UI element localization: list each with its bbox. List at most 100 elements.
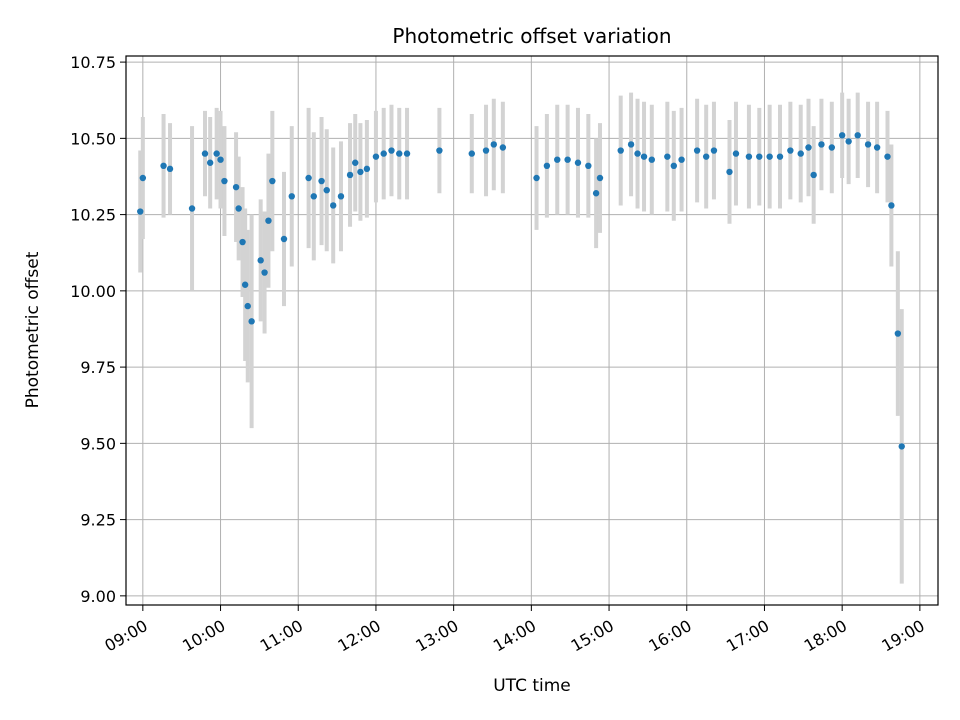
data-point [206,159,214,166]
data-point [221,177,228,185]
data-point [244,302,251,310]
data-point [482,147,490,154]
data-point [543,162,551,169]
data-point [201,150,209,157]
data-point [776,153,784,160]
data-point [396,150,403,157]
x-tick-label: 16:00 [645,616,694,656]
x-tick-label: 17:00 [723,616,772,656]
data-point [574,159,582,166]
data-point [805,144,812,151]
data-point [248,318,255,325]
y-tick-label: 9.75 [80,358,116,377]
x-tick-label: 15:00 [568,616,617,656]
data-point [232,183,240,191]
data-point [702,153,710,160]
data-point [797,150,804,157]
chart-title: Photometric offset variation [392,24,671,48]
data-point [323,187,330,194]
grid [126,56,938,605]
x-tick-label: 14:00 [490,616,539,656]
data-point [554,156,561,163]
data-point [160,162,167,169]
data-point [828,144,836,151]
data-point [864,141,872,148]
data-point [280,235,288,243]
y-tick-label: 10.50 [70,129,116,148]
data-point [372,153,380,160]
data-point [499,144,507,151]
data-point [166,165,174,173]
data-point [346,171,354,179]
data-point [261,269,268,276]
data-point [468,150,475,157]
data-point [318,177,325,185]
data-point [710,147,718,154]
data-point [726,168,733,176]
error-bars [138,92,904,584]
y-axis: 9.00 9.25 9.50 9.75 10.00 10.25 10.50 10.75 [70,53,126,606]
data-point [664,153,671,160]
data-point [363,165,371,173]
data-point [894,330,902,337]
data-point [436,147,443,154]
data-point [596,174,604,182]
data-point [898,443,905,450]
data-point [330,202,337,209]
data-point [818,141,825,148]
plot-frame [125,55,939,606]
y-tick-label: 9.50 [80,434,116,453]
data-point [310,193,317,200]
y-tick-label: 10.25 [70,206,116,225]
y-tick-label: 10.75 [70,53,116,72]
data-point [845,138,852,145]
y-axis-label: Photometric offset [23,251,43,408]
data-point [388,147,395,154]
data-point [213,150,220,157]
data-point [810,171,817,179]
data-point [640,153,648,160]
data-point [288,193,295,200]
data-point [564,156,571,163]
x-axis-label: UTC time [493,676,571,696]
data-point [732,150,740,157]
y-tick-label: 9.25 [80,511,116,530]
data-point [585,162,592,169]
data-point [337,193,345,200]
data-point [533,174,540,182]
data-point [693,147,701,154]
data-point [787,147,794,154]
data-point [217,156,224,163]
data-point [380,150,387,157]
x-tick-label: 13:00 [412,616,461,656]
data-point [490,141,497,148]
data-point [634,150,641,157]
x-tick-label: 19:00 [878,616,927,656]
data-point [627,141,635,148]
x-tick-label: 10:00 [179,616,228,656]
data-point [648,156,655,163]
data-point [766,153,773,160]
x-tick-label: 12:00 [335,616,384,656]
data-point [352,159,359,166]
x-tick-label: 09:00 [101,616,150,656]
data-point [257,257,264,264]
data-point [357,168,364,176]
x-tick-label: 11:00 [257,616,306,656]
data-point [241,281,249,288]
data-point [235,205,242,212]
data-point [137,208,144,215]
data-point [188,205,196,212]
data-point [617,147,624,154]
data-point [269,177,276,185]
data-point [305,174,312,182]
data-point [239,238,246,246]
data-point [678,156,685,163]
data-point [670,162,678,169]
x-tick-label: 18:00 [801,616,850,656]
y-tick-label: 10.00 [70,282,116,301]
data-point [854,132,861,139]
data-point [838,132,846,139]
x-axis: 09:00 10:00 11:00 12:00 13:00 14:00 15:00 16:00… [101,605,928,656]
